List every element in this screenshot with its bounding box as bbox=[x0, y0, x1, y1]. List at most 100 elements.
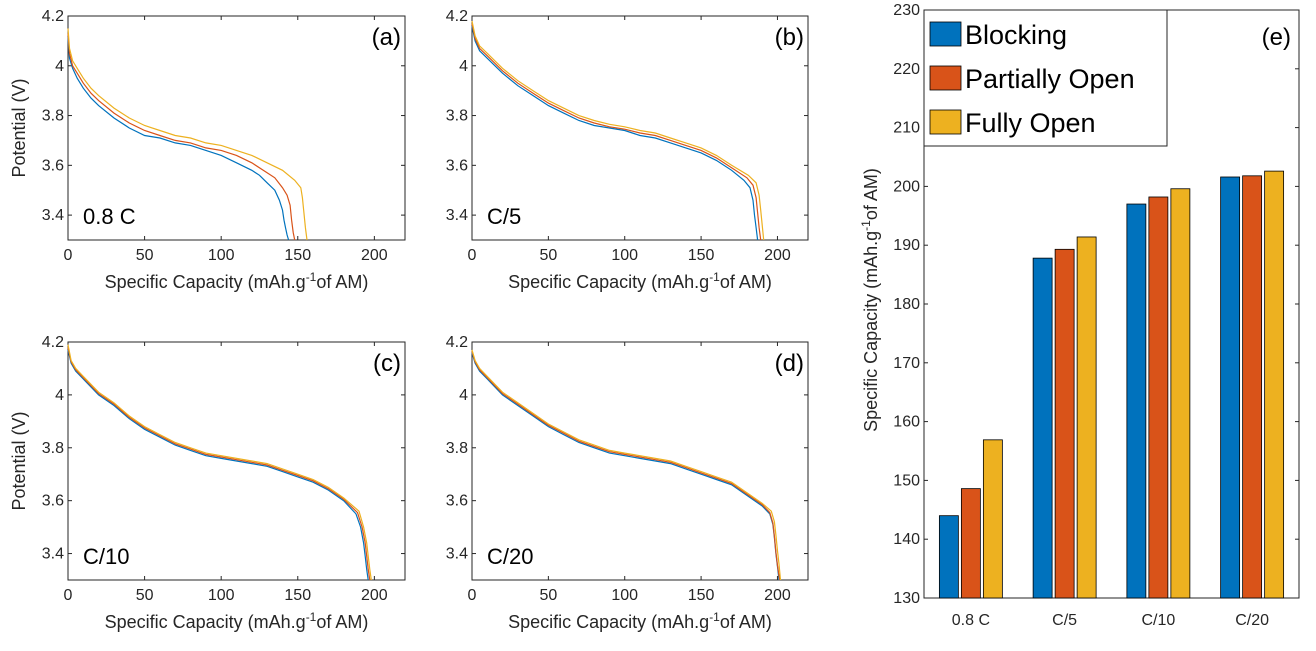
bar bbox=[1054, 248, 1075, 599]
condition-label: C/5 bbox=[487, 204, 521, 229]
condition-label: C/10 bbox=[83, 544, 129, 569]
y-tick-label: 220 bbox=[893, 61, 920, 78]
series-line-3 bbox=[67, 344, 372, 581]
line-panel-c: 0 50 100 150 200 3.4 3.6 3.8 4 4.2 (c) C/10 Specific… bbox=[9, 334, 406, 632]
bar bbox=[1076, 236, 1097, 599]
x-tick-label: 0.8 C bbox=[952, 612, 990, 629]
y-axis-label: Potential (V) bbox=[9, 78, 29, 177]
y-tick-label: 4.2 bbox=[42, 334, 64, 351]
plot-area bbox=[67, 15, 406, 241]
y-tick-label: 140 bbox=[893, 531, 920, 548]
x-tick-label: 200 bbox=[361, 587, 388, 604]
legend-label: Fully Open bbox=[965, 108, 1096, 138]
y-axis-label-main: Specific Capacity (mAh.g bbox=[861, 231, 881, 432]
y-axis-label-sup: -1 bbox=[859, 220, 873, 231]
legend-swatch bbox=[929, 109, 962, 135]
y-tick-label: 4 bbox=[55, 58, 64, 75]
x-axis-label-main: Specific Capacity (mAh.g bbox=[508, 612, 709, 632]
legend-label: Partially Open bbox=[965, 64, 1135, 94]
y-tick-label: 3.4 bbox=[42, 546, 64, 563]
x-tick-label: 0 bbox=[468, 587, 477, 604]
x-axis-label: Specific Capacity (mAh.g-1of AM) bbox=[508, 270, 772, 292]
y-axis-label: Specific Capacity (mAh.g-1of AM) bbox=[859, 168, 881, 432]
y-tick-label: 170 bbox=[893, 355, 920, 372]
bar bbox=[1264, 170, 1285, 599]
bar bbox=[1170, 188, 1191, 599]
y-tick-label: 3.6 bbox=[42, 493, 64, 510]
y-tick-label: 130 bbox=[893, 590, 920, 607]
y-tick-label: 230 bbox=[893, 2, 920, 19]
x-axis-label-sup: -1 bbox=[306, 270, 317, 284]
series-line-1 bbox=[67, 35, 290, 241]
series-line-3 bbox=[471, 349, 782, 581]
y-tick-label: 160 bbox=[893, 414, 920, 431]
y-tick-label: 4 bbox=[55, 387, 64, 404]
x-tick-label: 50 bbox=[539, 247, 557, 264]
bar-panel-e: 130 140 150 160 170 180 190 200 210 220 230 0.8 C C/… bbox=[859, 2, 1300, 629]
y-tick-label: 3.6 bbox=[446, 493, 468, 510]
x-tick-label: 0 bbox=[468, 247, 477, 264]
x-tick-label: 100 bbox=[611, 247, 638, 264]
series-line-1 bbox=[67, 349, 369, 581]
y-tick-label: 3.4 bbox=[446, 546, 468, 563]
condition-label: 0.8 C bbox=[83, 204, 136, 229]
x-tick-label: 200 bbox=[764, 247, 791, 264]
y-tick-label: 150 bbox=[893, 472, 920, 489]
bar bbox=[938, 515, 959, 599]
x-tick-label: C/20 bbox=[1235, 612, 1269, 629]
x-axis-label-tail: of AM) bbox=[720, 272, 772, 292]
panel-label: (c) bbox=[373, 350, 401, 377]
x-axis-label: Specific Capacity (mAh.g-1of AM) bbox=[508, 610, 772, 632]
panel-label: (e) bbox=[1262, 24, 1291, 51]
x-axis-label-tail: of AM) bbox=[316, 612, 368, 632]
x-tick-label: 100 bbox=[208, 587, 235, 604]
line-panel-d: 0 50 100 150 200 3.4 3.6 3.8 4 4.2 (d) C/20 Specific… bbox=[446, 334, 809, 632]
x-axis-label-sup: -1 bbox=[306, 610, 317, 624]
panel-label: (d) bbox=[775, 350, 804, 377]
x-axis-label-sup: -1 bbox=[709, 270, 720, 284]
legend-label: Blocking bbox=[965, 20, 1067, 50]
x-tick-label: 50 bbox=[136, 587, 154, 604]
legend-swatch bbox=[929, 65, 962, 91]
x-tick-label: 150 bbox=[284, 247, 311, 264]
y-tick-label: 180 bbox=[893, 296, 920, 313]
x-tick-label: 0 bbox=[64, 587, 73, 604]
x-tick-label: 0 bbox=[64, 247, 73, 264]
x-tick-label: 200 bbox=[361, 247, 388, 264]
x-axis-label: Specific Capacity (mAh.g-1of AM) bbox=[105, 270, 369, 292]
y-tick-label: 3.8 bbox=[42, 108, 64, 125]
series-line-2 bbox=[471, 23, 762, 241]
line-panel-a: 0 50 100 150 200 3.4 3.6 3.8 4 4.2 (a) 0.8 C Specifi… bbox=[9, 8, 406, 292]
y-tick-label: 3.6 bbox=[42, 157, 64, 174]
bar bbox=[1126, 203, 1147, 599]
x-tick-label: 50 bbox=[539, 587, 557, 604]
bar bbox=[1148, 196, 1169, 599]
plot-area bbox=[471, 15, 809, 241]
series-line-2 bbox=[67, 33, 296, 241]
x-tick-label: 150 bbox=[284, 587, 311, 604]
y-tick-label: 3.8 bbox=[42, 440, 64, 457]
x-axis-label-sup: -1 bbox=[709, 610, 720, 624]
y-tick-label: 4 bbox=[459, 387, 468, 404]
y-tick-label: 4 bbox=[459, 58, 468, 75]
legend-swatch bbox=[929, 21, 962, 47]
y-tick-label: 3.4 bbox=[42, 207, 64, 224]
legend: Blocking Partially Open Fully Open bbox=[923, 9, 1168, 147]
y-tick-label: 3.8 bbox=[446, 440, 468, 457]
series-line-3 bbox=[471, 20, 765, 241]
bar bbox=[1220, 176, 1241, 599]
x-tick-label: 100 bbox=[208, 247, 235, 264]
x-tick-label: 200 bbox=[764, 587, 791, 604]
series-line-2 bbox=[67, 347, 371, 581]
panel-label: (a) bbox=[372, 24, 401, 51]
y-tick-label: 4.2 bbox=[446, 8, 468, 25]
y-tick-label: 3.4 bbox=[446, 207, 468, 224]
series-line-1 bbox=[471, 25, 759, 241]
y-axis-label: Potential (V) bbox=[9, 411, 29, 510]
y-tick-label: 3.8 bbox=[446, 108, 468, 125]
bar bbox=[960, 488, 981, 599]
x-tick-label: 100 bbox=[611, 587, 638, 604]
series-line-2 bbox=[471, 351, 781, 581]
panel-label: (b) bbox=[775, 24, 804, 51]
y-axis-label-tail: of AM) bbox=[861, 168, 881, 220]
